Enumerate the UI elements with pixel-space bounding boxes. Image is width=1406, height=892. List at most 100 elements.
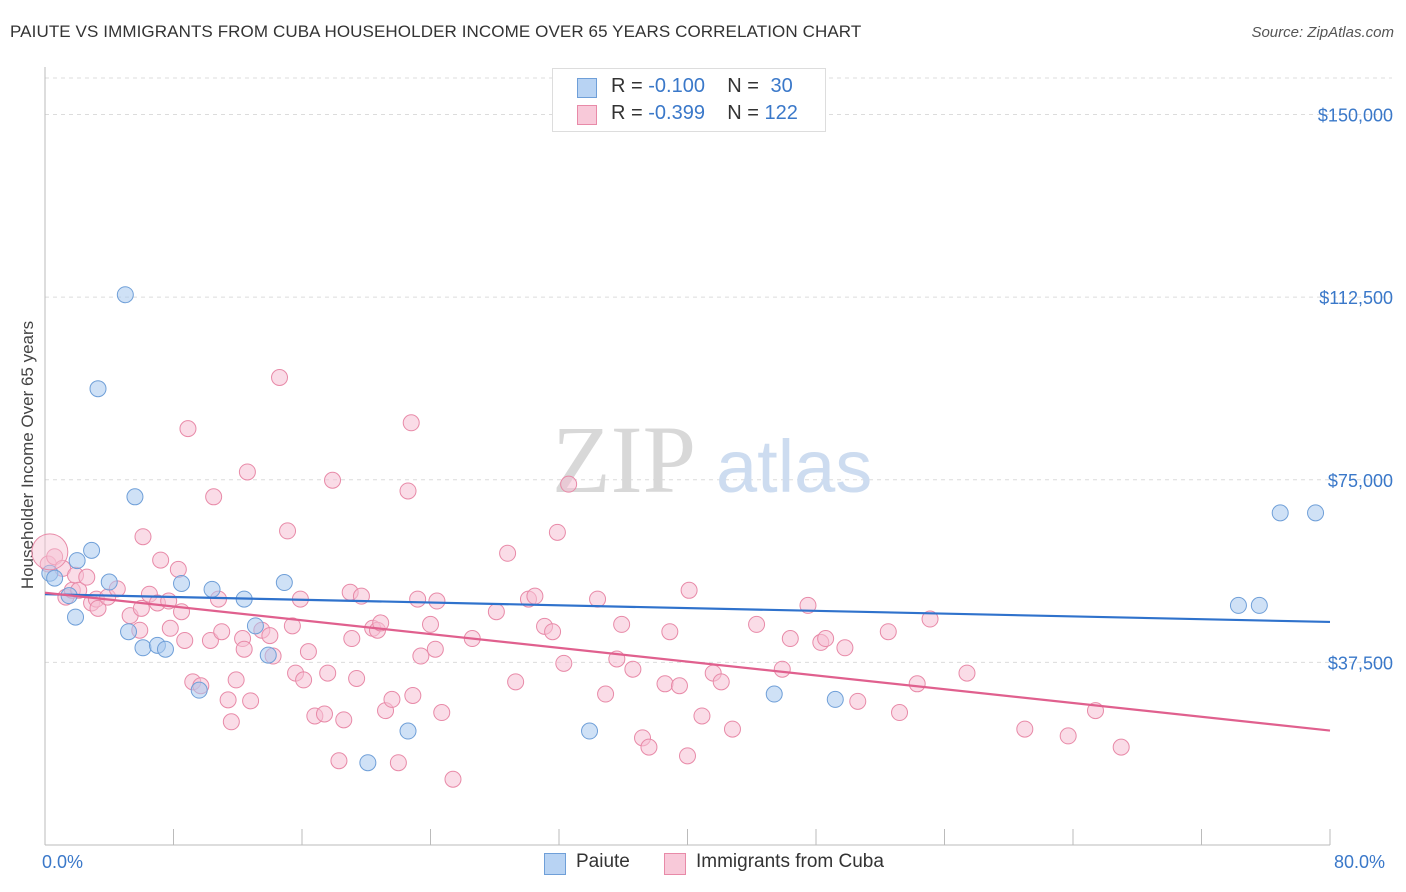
cuba-point <box>412 647 430 665</box>
cuba-point <box>279 522 297 540</box>
cuba-point <box>679 747 696 765</box>
cuba-point <box>324 471 342 489</box>
r-label: R = <box>611 75 643 97</box>
x-tick-min: 0.0% <box>42 852 84 872</box>
cuba-point <box>227 671 245 689</box>
x-tick-max: 80.0% <box>1334 852 1386 872</box>
cuba-point <box>348 669 366 687</box>
cuba-point <box>849 692 867 710</box>
cuba-trend-line <box>44 591 1331 732</box>
cuba-point <box>426 640 444 658</box>
cuba-point <box>661 623 679 641</box>
cuba-point <box>330 752 348 770</box>
cuba-point <box>299 643 317 661</box>
cuba-point <box>1016 720 1034 738</box>
paiute-point <box>1229 596 1247 614</box>
cuba-point <box>507 673 525 691</box>
paiute-point <box>275 574 293 592</box>
cuba-point <box>836 639 854 657</box>
cuba-point <box>235 640 253 658</box>
y-tick-labels: $37,500 $75,000 $112,500 $150,000 <box>1318 106 1393 674</box>
r-value: -0.100 <box>648 75 705 97</box>
stats-legend: R = -0.100 N = 30 R = -0.399 N = 122 <box>552 68 826 132</box>
r-label: R = <box>611 102 643 124</box>
paiute-point <box>359 754 377 772</box>
watermark: ZIP atlas <box>552 406 872 513</box>
axis-layer <box>44 67 1331 846</box>
cuba-point <box>444 770 462 788</box>
cuba-point <box>670 677 688 695</box>
y-tick-label: $75,000 <box>1328 471 1393 491</box>
cuba-point <box>589 590 607 608</box>
cuba-point <box>597 685 615 703</box>
paiute-point <box>126 488 144 506</box>
cuba-point <box>205 488 223 506</box>
cuba-point <box>335 711 353 729</box>
cuba-point <box>723 720 741 738</box>
cuba-point <box>295 671 313 689</box>
paiute-point <box>190 681 208 699</box>
cuba-point <box>283 617 301 635</box>
cuba-point <box>222 713 240 731</box>
n-label: N = <box>727 102 759 124</box>
cuba-point <box>213 623 231 641</box>
cuba-point <box>624 660 642 678</box>
cuba-point <box>176 631 194 649</box>
paiute-legend-swatch <box>544 853 566 875</box>
cuba-point <box>152 551 170 569</box>
cuba-point <box>1112 738 1130 756</box>
r-value: -0.399 <box>648 102 705 124</box>
chart-source: Source: ZipAtlas.com <box>1251 24 1394 41</box>
cuba-point <box>656 675 674 693</box>
cuba-point <box>555 654 573 672</box>
paiute-point <box>399 722 417 740</box>
cuba-legend-swatch <box>664 853 686 875</box>
paiute-point <box>246 617 264 635</box>
cuba-point <box>428 592 446 610</box>
cuba-point <box>383 690 401 708</box>
cuba-point <box>921 610 939 628</box>
n-value: 30 <box>770 75 793 97</box>
paiute-point <box>156 640 174 658</box>
paiute-point <box>100 573 118 591</box>
cuba-point <box>958 664 976 682</box>
legend-label: Paiute <box>576 851 630 872</box>
cuba-point <box>879 623 897 641</box>
chart-title: PAIUTE VS IMMIGRANTS FROM CUBA HOUSEHOLD… <box>10 22 862 41</box>
cuba-point <box>201 631 219 649</box>
cuba-point <box>908 675 926 693</box>
paiute-point <box>68 552 86 570</box>
paiute-point <box>1271 504 1289 522</box>
cuba-point <box>891 704 909 722</box>
cuba-point <box>78 568 96 586</box>
cuba-point <box>433 704 451 722</box>
cuba-point <box>548 523 566 541</box>
svg-text:atlas: atlas <box>716 425 872 508</box>
cuba-point <box>640 738 658 756</box>
cuba-point <box>422 615 439 633</box>
legend-label: Immigrants from Cuba <box>696 851 884 872</box>
cuba-point <box>799 596 817 614</box>
paiute-trend-line <box>44 593 1331 624</box>
paiute-point <box>1307 504 1325 522</box>
paiute-point <box>826 690 844 708</box>
paiute-point <box>173 574 191 592</box>
cuba-point <box>89 599 107 617</box>
cuba-point <box>693 707 711 725</box>
paiute-point <box>116 286 134 304</box>
paiute-point <box>67 608 85 626</box>
y-tick-label: $112,500 <box>1319 288 1393 308</box>
cuba-point <box>409 590 427 608</box>
paiute-point <box>83 541 101 559</box>
cuba-point <box>319 664 337 682</box>
cuba-point <box>179 420 197 438</box>
paiute-point <box>46 569 64 587</box>
cuba-point <box>680 581 698 599</box>
cuba-point <box>781 630 799 648</box>
y-tick-label: $150,000 <box>1318 106 1393 126</box>
cuba-point <box>261 627 279 645</box>
cuba-point <box>817 630 835 648</box>
paiute-swatch <box>577 78 597 98</box>
paiute-point <box>203 580 221 598</box>
